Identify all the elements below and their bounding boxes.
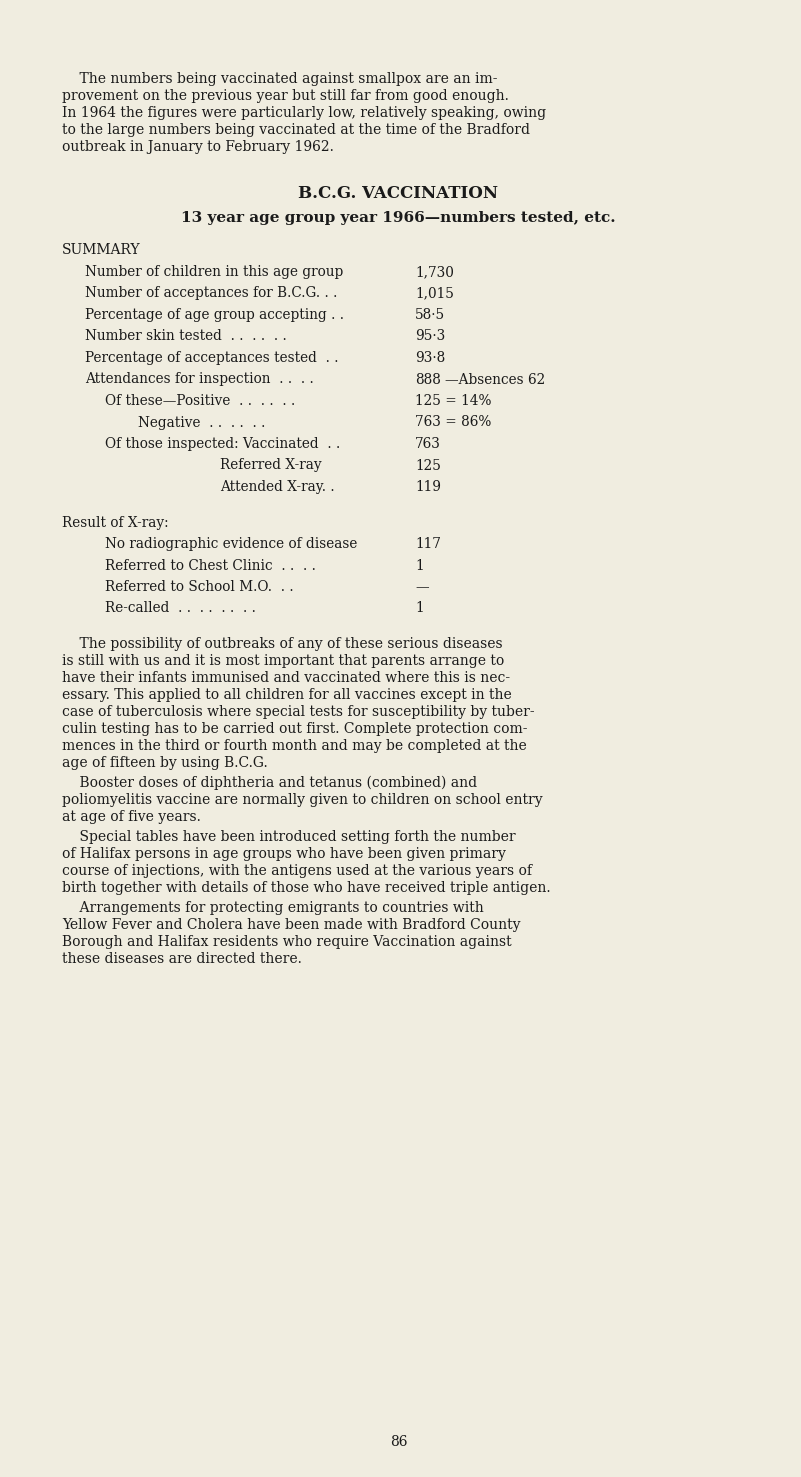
Text: The possibility of outbreaks of any of these serious diseases: The possibility of outbreaks of any of t…: [62, 637, 502, 651]
Text: 1: 1: [415, 601, 424, 616]
Text: 1: 1: [415, 558, 424, 573]
Text: 95·3: 95·3: [415, 329, 445, 344]
Text: B.C.G. VACCINATION: B.C.G. VACCINATION: [299, 185, 498, 202]
Text: Of those inspected: Vaccinated  . .: Of those inspected: Vaccinated . .: [105, 437, 340, 450]
Text: Attendances for inspection  . .  . .: Attendances for inspection . . . .: [85, 372, 314, 387]
Text: Booster doses of diphtheria and tetanus (combined) and: Booster doses of diphtheria and tetanus …: [62, 775, 477, 790]
Text: Number of children in this age group: Number of children in this age group: [85, 264, 344, 279]
Text: 763: 763: [415, 437, 441, 450]
Text: 888: 888: [415, 372, 441, 387]
Text: 125 = 14%: 125 = 14%: [415, 394, 492, 408]
Text: Percentage of acceptances tested  . .: Percentage of acceptances tested . .: [85, 352, 339, 365]
Text: case of tuberculosis where special tests for susceptibility by tuber-: case of tuberculosis where special tests…: [62, 705, 534, 719]
Text: Yellow Fever and Cholera have been made with Bradford County: Yellow Fever and Cholera have been made …: [62, 919, 521, 932]
Text: poliomyelitis vaccine are normally given to children on school entry: poliomyelitis vaccine are normally given…: [62, 793, 542, 806]
Text: Attended X-ray. .: Attended X-ray. .: [220, 480, 335, 493]
Text: —Absences 62: —Absences 62: [445, 372, 545, 387]
Text: Borough and Halifax residents who require Vaccination against: Borough and Halifax residents who requir…: [62, 935, 512, 950]
Text: 86: 86: [390, 1436, 407, 1449]
Text: essary. This applied to all children for all vaccines except in the: essary. This applied to all children for…: [62, 688, 512, 702]
Text: 58·5: 58·5: [415, 309, 445, 322]
Text: to the large numbers being vaccinated at the time of the Bradford: to the large numbers being vaccinated at…: [62, 123, 530, 137]
Text: Of these—Positive  . .  . .  . .: Of these—Positive . . . . . .: [105, 394, 296, 408]
Text: Referred X-ray: Referred X-ray: [220, 458, 322, 473]
Text: No radiographic evidence of disease: No radiographic evidence of disease: [105, 538, 357, 551]
Text: 763 = 86%: 763 = 86%: [415, 415, 491, 430]
Text: Negative  . .  . .  . .: Negative . . . . . .: [138, 415, 265, 430]
Text: culin testing has to be carried out first. Complete protection com-: culin testing has to be carried out firs…: [62, 722, 528, 736]
Text: have their infants immunised and vaccinated where this is nec-: have their infants immunised and vaccina…: [62, 671, 510, 685]
Text: Referred to School M.O.  . .: Referred to School M.O. . .: [105, 580, 294, 594]
Text: of Halifax persons in age groups who have been given primary: of Halifax persons in age groups who hav…: [62, 846, 506, 861]
Text: 119: 119: [415, 480, 441, 493]
Text: The numbers being vaccinated against smallpox are an im-: The numbers being vaccinated against sma…: [62, 72, 497, 86]
Text: Special tables have been introduced setting forth the number: Special tables have been introduced sett…: [62, 830, 516, 843]
Text: Referred to Chest Clinic  . .  . .: Referred to Chest Clinic . . . .: [105, 558, 316, 573]
Text: mences in the third or fourth month and may be completed at the: mences in the third or fourth month and …: [62, 738, 527, 753]
Text: provement on the previous year but still far from good enough.: provement on the previous year but still…: [62, 89, 509, 103]
Text: age of fifteen by using B.C.G.: age of fifteen by using B.C.G.: [62, 756, 268, 770]
Text: Result of X-ray:: Result of X-ray:: [62, 515, 169, 529]
Text: In 1964 the figures were particularly low, relatively speaking, owing: In 1964 the figures were particularly lo…: [62, 106, 546, 120]
Text: 93·8: 93·8: [415, 352, 445, 365]
Text: 125: 125: [415, 458, 441, 473]
Text: 117: 117: [415, 538, 441, 551]
Text: —: —: [415, 580, 429, 594]
Text: birth together with details of those who have received triple antigen.: birth together with details of those who…: [62, 880, 550, 895]
Text: 1,730: 1,730: [415, 264, 454, 279]
Text: outbreak in January to February 1962.: outbreak in January to February 1962.: [62, 140, 334, 154]
Text: Re-called  . .  . .  . .  . .: Re-called . . . . . . . .: [105, 601, 256, 616]
Text: Percentage of age group accepting . .: Percentage of age group accepting . .: [85, 309, 344, 322]
Text: 1,015: 1,015: [415, 287, 454, 300]
Text: Number skin tested  . .  . .  . .: Number skin tested . . . . . .: [85, 329, 287, 344]
Text: is still with us and it is most important that parents arrange to: is still with us and it is most importan…: [62, 654, 505, 668]
Text: course of injections, with the antigens used at the various years of: course of injections, with the antigens …: [62, 864, 532, 877]
Text: Arrangements for protecting emigrants to countries with: Arrangements for protecting emigrants to…: [62, 901, 484, 914]
Text: these diseases are directed there.: these diseases are directed there.: [62, 953, 302, 966]
Text: at age of five years.: at age of five years.: [62, 809, 201, 824]
Text: Number of acceptances for B.C.G. . .: Number of acceptances for B.C.G. . .: [85, 287, 337, 300]
Text: SUMMARY: SUMMARY: [62, 244, 141, 257]
Text: 13 year age group year 1966—numbers tested, etc.: 13 year age group year 1966—numbers test…: [181, 211, 616, 225]
